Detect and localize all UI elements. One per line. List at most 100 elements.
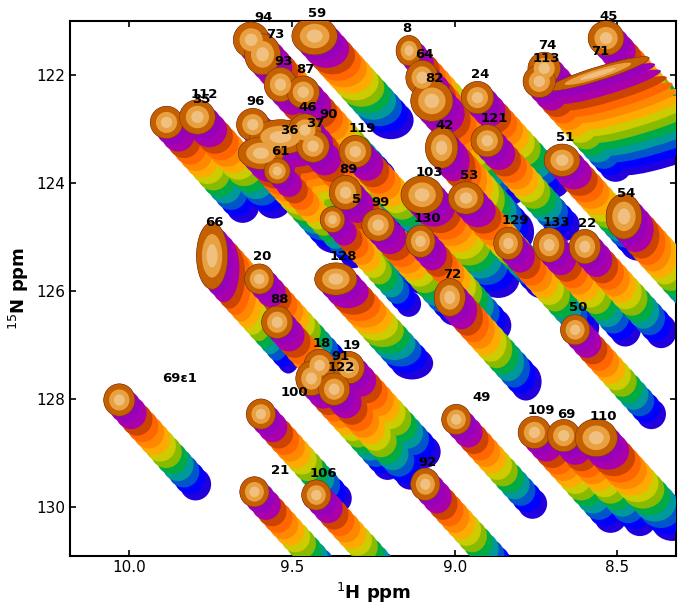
Ellipse shape — [615, 222, 650, 254]
Ellipse shape — [477, 260, 520, 298]
Ellipse shape — [257, 48, 292, 84]
Ellipse shape — [285, 309, 315, 340]
Ellipse shape — [317, 477, 346, 507]
Ellipse shape — [540, 234, 570, 269]
Ellipse shape — [345, 141, 366, 162]
Ellipse shape — [341, 188, 374, 223]
Ellipse shape — [161, 117, 172, 128]
Ellipse shape — [591, 196, 627, 228]
Text: 88: 88 — [270, 293, 289, 306]
Ellipse shape — [298, 86, 309, 98]
Ellipse shape — [305, 464, 334, 494]
Ellipse shape — [466, 113, 492, 143]
Ellipse shape — [594, 501, 627, 533]
Ellipse shape — [481, 158, 523, 199]
Ellipse shape — [415, 188, 430, 201]
Ellipse shape — [332, 384, 363, 416]
Ellipse shape — [429, 86, 462, 121]
Ellipse shape — [377, 438, 408, 470]
Ellipse shape — [518, 416, 550, 449]
Ellipse shape — [329, 274, 344, 285]
Ellipse shape — [380, 433, 411, 466]
Ellipse shape — [329, 176, 362, 210]
Ellipse shape — [368, 420, 400, 453]
Ellipse shape — [558, 299, 587, 331]
Ellipse shape — [332, 220, 357, 245]
Ellipse shape — [501, 212, 534, 253]
Ellipse shape — [340, 152, 373, 186]
Ellipse shape — [326, 162, 359, 195]
Ellipse shape — [314, 364, 346, 397]
Ellipse shape — [344, 233, 368, 258]
Ellipse shape — [305, 203, 331, 230]
Ellipse shape — [406, 225, 435, 258]
Ellipse shape — [260, 126, 301, 148]
Ellipse shape — [594, 471, 627, 504]
Ellipse shape — [553, 426, 586, 458]
Ellipse shape — [556, 155, 568, 166]
Ellipse shape — [413, 189, 455, 226]
Ellipse shape — [586, 286, 617, 321]
Ellipse shape — [581, 280, 611, 314]
Ellipse shape — [518, 488, 547, 519]
Ellipse shape — [579, 241, 590, 253]
Ellipse shape — [323, 223, 349, 249]
Ellipse shape — [339, 135, 372, 168]
Ellipse shape — [497, 121, 529, 152]
Ellipse shape — [304, 349, 335, 382]
Ellipse shape — [598, 130, 631, 162]
Text: 92: 92 — [419, 456, 437, 469]
Ellipse shape — [245, 34, 281, 75]
Ellipse shape — [227, 152, 262, 186]
Ellipse shape — [589, 465, 621, 497]
Ellipse shape — [249, 120, 311, 154]
Text: 96: 96 — [247, 95, 264, 108]
Ellipse shape — [372, 558, 401, 588]
Ellipse shape — [191, 111, 204, 123]
Text: 50: 50 — [569, 300, 587, 313]
Ellipse shape — [307, 485, 326, 505]
Ellipse shape — [234, 22, 269, 58]
Ellipse shape — [647, 239, 683, 285]
Ellipse shape — [342, 172, 374, 204]
Ellipse shape — [309, 355, 330, 376]
Text: 59: 59 — [308, 7, 326, 20]
Ellipse shape — [276, 80, 309, 115]
Ellipse shape — [606, 40, 641, 75]
Ellipse shape — [485, 107, 517, 140]
Ellipse shape — [356, 308, 398, 341]
Ellipse shape — [321, 118, 357, 159]
Ellipse shape — [326, 378, 357, 409]
Ellipse shape — [227, 190, 259, 223]
Ellipse shape — [546, 91, 579, 124]
Ellipse shape — [367, 214, 389, 236]
Ellipse shape — [262, 53, 298, 94]
Ellipse shape — [313, 193, 346, 225]
Ellipse shape — [301, 180, 333, 212]
Ellipse shape — [270, 74, 303, 108]
Ellipse shape — [372, 219, 384, 231]
Ellipse shape — [114, 394, 125, 406]
Ellipse shape — [530, 429, 562, 461]
Ellipse shape — [310, 356, 341, 388]
Ellipse shape — [594, 27, 617, 50]
Ellipse shape — [500, 469, 529, 499]
Ellipse shape — [410, 468, 440, 501]
Ellipse shape — [311, 490, 322, 501]
Ellipse shape — [553, 292, 582, 324]
Ellipse shape — [588, 21, 624, 56]
Ellipse shape — [406, 225, 435, 258]
Ellipse shape — [379, 272, 404, 297]
Ellipse shape — [296, 345, 328, 378]
Ellipse shape — [331, 400, 362, 435]
Text: 119: 119 — [349, 122, 376, 135]
Ellipse shape — [362, 209, 394, 241]
Ellipse shape — [339, 134, 372, 166]
Ellipse shape — [268, 313, 298, 345]
Ellipse shape — [460, 241, 502, 278]
Ellipse shape — [476, 138, 509, 173]
Ellipse shape — [366, 551, 395, 581]
Ellipse shape — [596, 354, 625, 384]
Ellipse shape — [368, 390, 400, 423]
Ellipse shape — [209, 171, 241, 203]
